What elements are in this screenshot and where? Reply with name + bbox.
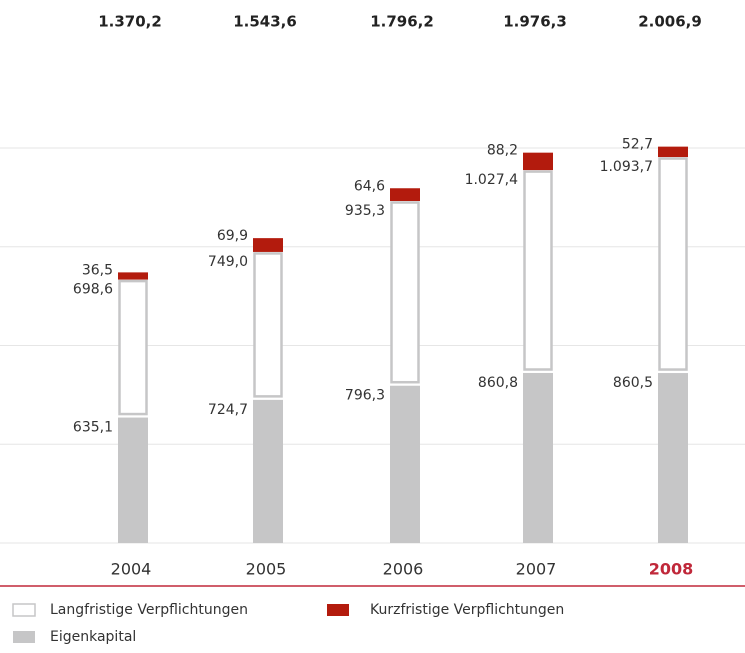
- bar-segment: [118, 272, 148, 280]
- legend-label: Kurzfristige Verpflichtungen: [370, 602, 564, 618]
- total-label: 1.976,3: [503, 13, 567, 31]
- bar-segment: [523, 152, 553, 171]
- x-tick-label: 2008: [649, 560, 694, 579]
- value-label: 860,8: [478, 375, 518, 391]
- bar-segment: [253, 252, 283, 398]
- total-label: 1.543,6: [233, 13, 297, 31]
- total-label: 1.370,2: [98, 13, 162, 31]
- value-label: 64,6: [354, 178, 385, 194]
- value-label: 88,2: [487, 143, 518, 159]
- bar-segment: [658, 157, 688, 371]
- bar-segment: [390, 188, 420, 202]
- bar-segment: [390, 385, 420, 543]
- legend-swatch: [12, 603, 36, 617]
- value-label: 52,7: [622, 137, 653, 153]
- bar-segment: [658, 373, 688, 543]
- value-label: 796,3: [345, 388, 385, 404]
- legend-label: Langfristige Verpflichtungen: [50, 602, 248, 618]
- bar-segment: [118, 279, 148, 416]
- bar-segment: [523, 170, 553, 371]
- x-tick-label: 2006: [383, 560, 424, 579]
- x-tick-label: 2007: [516, 560, 557, 579]
- value-label: 1.027,4: [465, 172, 519, 188]
- total-label: 2.006,9: [638, 13, 702, 31]
- bar-segment: [253, 238, 283, 252]
- value-label: 749,0: [208, 254, 248, 270]
- total-label: 1.796,2: [370, 13, 434, 31]
- bar-segment: [253, 399, 283, 543]
- legend-swatch: [13, 631, 35, 643]
- x-tick-label: 2005: [246, 560, 287, 579]
- value-label: 698,6: [73, 282, 113, 298]
- x-tick-label: 2004: [111, 560, 152, 579]
- bar-segment: [390, 201, 420, 384]
- legend-label: Eigenkapital: [50, 629, 136, 645]
- value-label: 860,5: [613, 375, 653, 391]
- value-label: 69,9: [217, 228, 248, 244]
- bar-segment: [118, 417, 148, 543]
- bar-segment: [523, 372, 553, 543]
- value-label: 1.093,7: [600, 159, 653, 175]
- value-label: 724,7: [208, 402, 248, 418]
- value-label: 935,3: [345, 203, 385, 219]
- bar-segment: [658, 146, 688, 158]
- legend-swatch: [327, 604, 349, 616]
- value-label: 635,1: [73, 420, 113, 436]
- value-label: 36,5: [82, 262, 113, 278]
